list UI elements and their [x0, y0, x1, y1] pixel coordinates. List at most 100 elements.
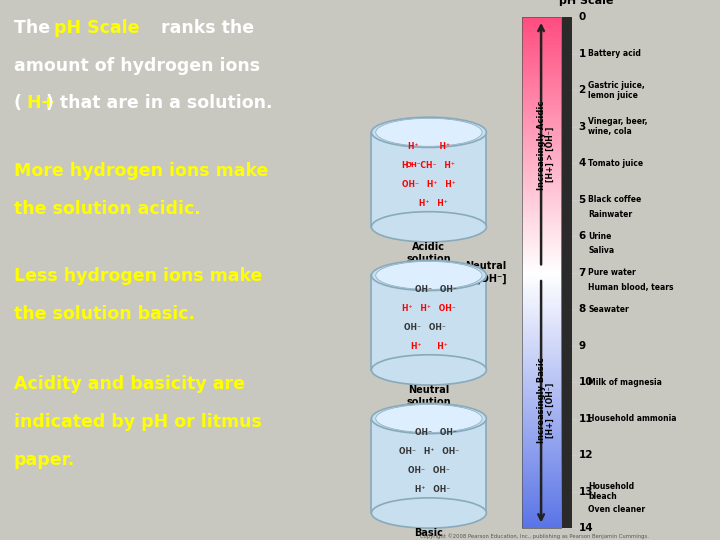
- Bar: [521, 421, 561, 422]
- Bar: [521, 481, 561, 483]
- Bar: [521, 282, 561, 284]
- Bar: [521, 192, 561, 194]
- Bar: [521, 41, 561, 43]
- Bar: [521, 116, 561, 118]
- Bar: [521, 213, 561, 214]
- Text: H⁺      H⁺: H⁺ H⁺: [410, 342, 447, 351]
- Bar: [521, 430, 561, 431]
- Bar: [521, 48, 561, 50]
- Text: Seawater: Seawater: [588, 305, 629, 314]
- Ellipse shape: [376, 118, 482, 146]
- Bar: [521, 236, 561, 238]
- Bar: [521, 446, 561, 448]
- Text: H⁺   H⁺: H⁺ H⁺: [410, 199, 447, 208]
- Text: Household
bleach: Household bleach: [588, 482, 634, 501]
- Text: Milk of magnesia: Milk of magnesia: [588, 377, 662, 387]
- Text: Urine: Urine: [588, 232, 612, 241]
- Bar: [521, 125, 561, 127]
- Bar: [521, 488, 561, 490]
- Text: Vinegar, beer,
wine, cola: Vinegar, beer, wine, cola: [588, 117, 648, 137]
- Bar: [521, 388, 561, 389]
- Text: indicated by pH or litmus: indicated by pH or litmus: [14, 413, 262, 431]
- Ellipse shape: [372, 260, 487, 291]
- Bar: [521, 225, 561, 227]
- Bar: [521, 384, 561, 386]
- Bar: [521, 267, 561, 269]
- Bar: [521, 291, 561, 293]
- Text: Saliva: Saliva: [588, 246, 614, 255]
- Bar: [521, 160, 561, 161]
- Text: 10: 10: [578, 377, 593, 387]
- Text: H⁺   H⁺   OH⁻: H⁺ H⁺ OH⁻: [402, 304, 456, 313]
- Bar: [521, 475, 561, 477]
- Bar: [521, 413, 561, 415]
- Text: pH Scale: pH Scale: [54, 19, 140, 37]
- Bar: [521, 444, 561, 446]
- Bar: [521, 98, 561, 99]
- Bar: [521, 470, 561, 471]
- Bar: [521, 254, 561, 256]
- Bar: [521, 273, 561, 274]
- Bar: [521, 351, 561, 353]
- Bar: [521, 249, 561, 251]
- Bar: [521, 63, 561, 65]
- Bar: [521, 442, 561, 444]
- Bar: [521, 389, 561, 392]
- Bar: [521, 517, 561, 519]
- Bar: [521, 211, 561, 213]
- Bar: [521, 286, 561, 287]
- Bar: [521, 107, 561, 109]
- Bar: [521, 311, 561, 313]
- Bar: [521, 486, 561, 488]
- Bar: [562, 17, 572, 528]
- Bar: [521, 302, 561, 303]
- Bar: [521, 119, 561, 122]
- Bar: [521, 66, 561, 69]
- Bar: [521, 122, 561, 123]
- Bar: [521, 139, 561, 141]
- Bar: [521, 300, 561, 302]
- Bar: [521, 92, 561, 94]
- Bar: [521, 494, 561, 495]
- Bar: [521, 46, 561, 48]
- Bar: [521, 103, 561, 105]
- Bar: [521, 143, 561, 145]
- Bar: [521, 105, 561, 107]
- Bar: [521, 364, 561, 366]
- Text: Rainwater: Rainwater: [588, 210, 632, 219]
- Bar: [521, 17, 561, 19]
- Bar: [521, 335, 561, 336]
- Bar: [521, 172, 561, 174]
- Bar: [521, 306, 561, 307]
- Bar: [521, 180, 561, 181]
- Bar: [521, 451, 561, 453]
- Bar: [521, 207, 561, 209]
- Bar: [521, 379, 561, 380]
- Bar: [521, 468, 561, 470]
- Bar: [521, 109, 561, 110]
- Text: (: (: [14, 94, 22, 112]
- Bar: [521, 148, 561, 151]
- Ellipse shape: [372, 498, 487, 528]
- Bar: [521, 408, 561, 409]
- Bar: [521, 484, 561, 486]
- Text: OH⁻: OH⁻: [406, 163, 421, 168]
- Bar: [521, 65, 561, 66]
- Bar: [521, 200, 561, 201]
- Bar: [521, 497, 561, 499]
- Text: the solution acidic.: the solution acidic.: [14, 200, 201, 218]
- Bar: [521, 395, 561, 397]
- Bar: [521, 474, 561, 475]
- Bar: [521, 251, 561, 253]
- Bar: [521, 320, 561, 322]
- Text: H⁺   OH⁻: H⁺ OH⁻: [408, 485, 451, 494]
- Bar: [521, 216, 561, 218]
- Bar: [521, 397, 561, 399]
- Text: ranks the: ranks the: [156, 19, 254, 37]
- Bar: [521, 287, 561, 289]
- Bar: [521, 519, 561, 521]
- Text: amount of hydrogen ions: amount of hydrogen ions: [14, 57, 260, 75]
- Bar: [521, 349, 561, 351]
- Text: 2: 2: [578, 85, 585, 95]
- Bar: [521, 382, 561, 384]
